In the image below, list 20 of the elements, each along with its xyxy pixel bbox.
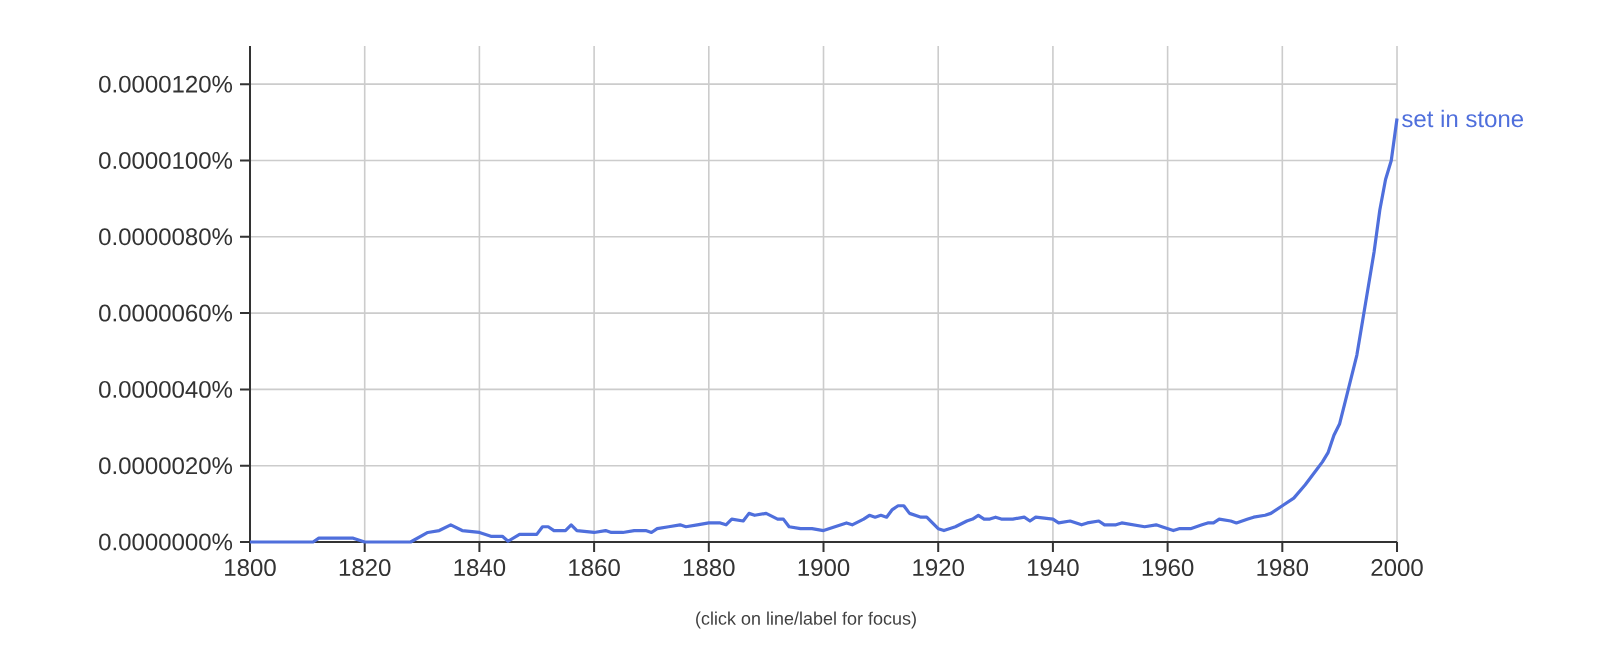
- text: (click on line/label for focus): [696, 611, 916, 629]
- x-tick-label: 1860: [569, 559, 620, 577]
- series-label: set in stone: [1402, 109, 1524, 128]
- x-tick-label: 1960: [1142, 559, 1194, 577]
- y-tick-label: 0.0000120%: [99, 75, 233, 93]
- x-tick-label: 2000: [1371, 559, 1423, 577]
- y-tick-label: 0.0000060%: [99, 304, 233, 322]
- y-tick-label: 0.0000080%: [99, 228, 233, 246]
- y-tick-label: 0.0000020%: [99, 457, 233, 475]
- x-tick-label: 1800: [225, 559, 276, 577]
- x-tick-label: 1820: [339, 559, 391, 577]
- y-tick-label: 0.0000040%: [99, 380, 233, 398]
- x-tick-label: 1840: [454, 559, 506, 577]
- y-tick-label: 0.0000100%: [99, 151, 233, 169]
- x-tick-label: 1980: [1257, 559, 1309, 577]
- x-tick-label: 1880: [683, 559, 735, 577]
- x-tick-label: 1920: [913, 559, 964, 577]
- x-tick-label: 1900: [798, 559, 850, 577]
- y-tick-label: 0.0000000%: [99, 533, 233, 551]
- x-tick-label: 1940: [1028, 559, 1079, 577]
